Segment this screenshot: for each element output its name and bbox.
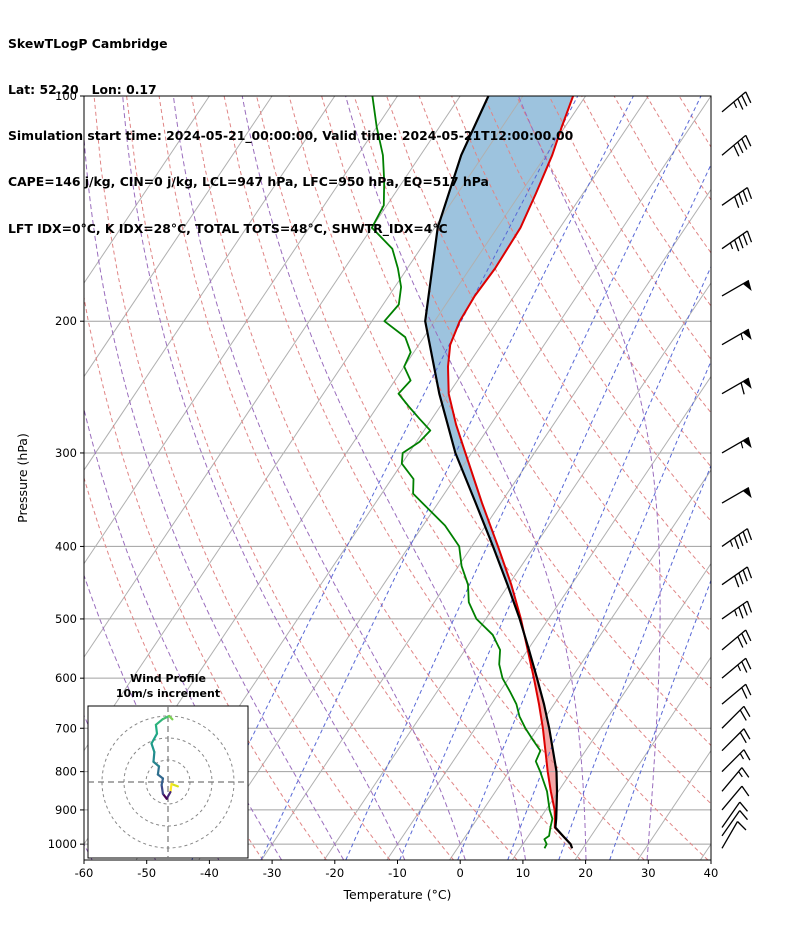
dewpoint-curve — [370, 96, 554, 849]
y-tick-label: 100 — [55, 89, 77, 103]
wind-barb — [721, 328, 752, 346]
hodograph-trace-segment — [154, 723, 159, 735]
wind-barb — [721, 749, 751, 773]
x-tick-label: -60 — [75, 866, 94, 880]
wind-barb — [721, 767, 750, 792]
wind-barb — [721, 629, 752, 651]
wind-barb — [721, 566, 753, 588]
parcel-curve — [424, 96, 574, 849]
wind-barb — [721, 728, 751, 752]
hodograph-subtitle: 10m/s increment — [116, 687, 220, 700]
x-tick-label: 0 — [457, 866, 464, 880]
wind-barb — [721, 528, 753, 550]
hodograph-trace-segment — [150, 732, 159, 745]
hodograph-trace-segment — [152, 750, 156, 763]
wind-barb — [721, 436, 752, 454]
y-axis-title: Pressure (hPa) — [15, 433, 30, 523]
wind-barb — [721, 279, 752, 297]
x-tick-label: -20 — [325, 866, 344, 880]
wind-barbs-group — [721, 91, 753, 849]
y-tick-label: 300 — [55, 446, 77, 460]
y-tick-label: 900 — [55, 803, 77, 817]
x-tick-label: -30 — [263, 866, 282, 880]
hodograph-title: Wind Profile — [130, 672, 206, 685]
x-tick-label: -50 — [137, 866, 156, 880]
y-tick-label: 700 — [55, 721, 77, 735]
wind-barb — [721, 810, 748, 837]
y-tick-label: 500 — [55, 612, 77, 626]
wind-barb — [721, 785, 750, 811]
moist-adiabats-group — [84, 96, 661, 860]
wind-barb — [721, 230, 753, 252]
hodograph-trace-segment — [152, 760, 161, 768]
x-tick-label: 10 — [516, 866, 531, 880]
wind-barb — [721, 377, 752, 395]
y-tick-label: 200 — [55, 314, 77, 328]
wind-barb — [721, 821, 747, 849]
hodograph-inset: Wind Profile 10m/s increment — [87, 672, 249, 859]
hodograph-trace-segment — [168, 714, 174, 721]
wind-barb — [721, 705, 751, 729]
x-tick-label: 40 — [704, 866, 719, 880]
wind-barb — [721, 683, 752, 705]
y-tick-label: 1000 — [48, 837, 77, 851]
y-tick-label: 800 — [55, 765, 77, 779]
temperature-curve — [447, 96, 575, 849]
hodograph-trace-segment — [156, 765, 161, 776]
hodograph-trace-segment — [160, 783, 165, 795]
x-tick-label: 20 — [578, 866, 593, 880]
hodograph-trace-segment — [165, 791, 172, 800]
wind-barb — [721, 600, 753, 620]
y-axis: 100 200 300 400 500 600 700 800 900 1000 Pressure … — [15, 89, 84, 851]
negative-area-shading — [426, 96, 574, 630]
hodograph-trace-segment — [161, 714, 171, 721]
wind-barb — [721, 486, 752, 504]
wind-barb — [721, 657, 752, 679]
hodograph-trace-segment — [150, 742, 156, 754]
hodograph-trace-segment — [169, 782, 173, 794]
hodograph-trace-segment — [160, 777, 165, 787]
wind-barb — [721, 91, 752, 113]
wind-barb — [721, 134, 752, 157]
dry-adiabats-group — [84, 96, 711, 860]
y-tick-label: 400 — [55, 539, 77, 553]
x-tick-label: -10 — [388, 866, 407, 880]
x-axis-title: Temperature (°C) — [343, 887, 452, 902]
y-tick-label: 600 — [55, 671, 77, 685]
hodograph-trace-segment — [170, 782, 179, 788]
wind-barb — [721, 801, 748, 828]
x-tick-label: -40 — [200, 866, 219, 880]
wind-barb — [721, 187, 753, 208]
x-axis: -60 -50 -40 -30 -20 -10 0 10 20 30 40 Temperature (… — [75, 860, 719, 902]
x-tick-label: 30 — [641, 866, 656, 880]
hodograph-trace-segment — [154, 718, 164, 726]
